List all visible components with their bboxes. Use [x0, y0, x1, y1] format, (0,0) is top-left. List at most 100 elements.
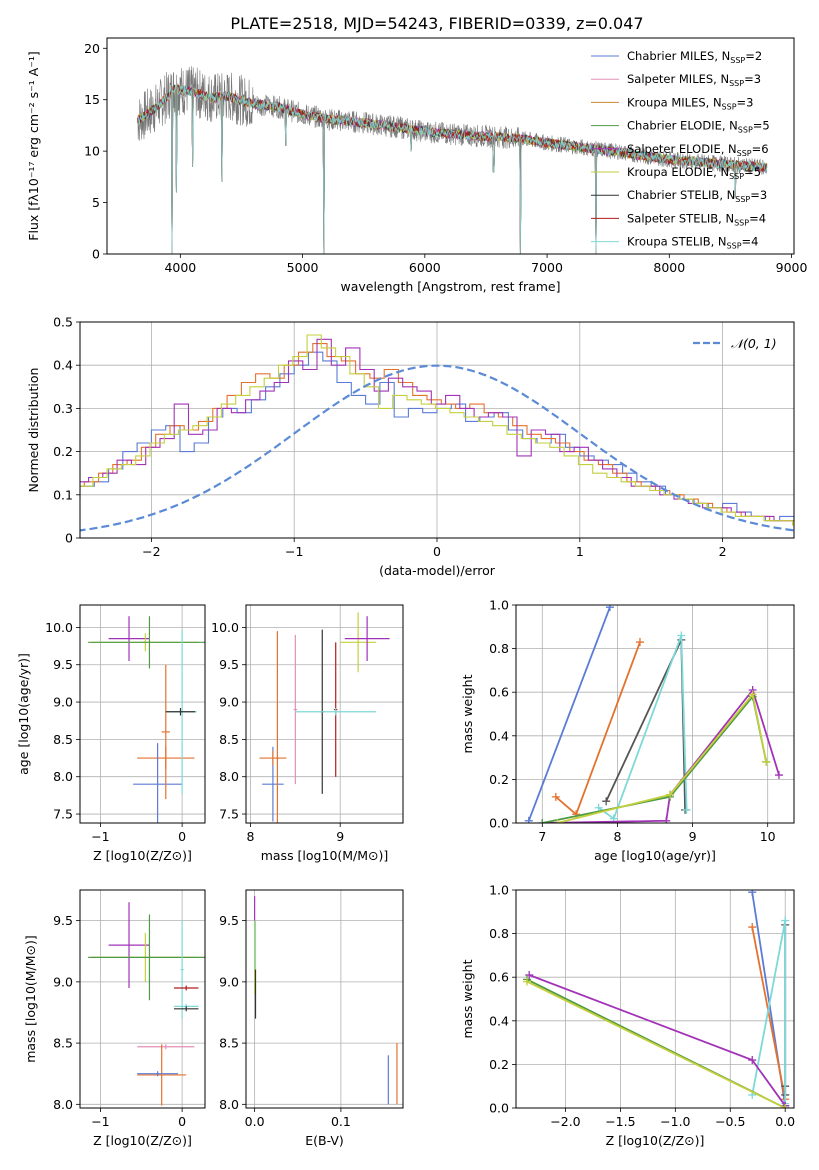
x-tick-label: 0.1	[331, 1114, 351, 1129]
y-tick-label: 1.0	[489, 883, 509, 898]
x-tick-label: 4000	[164, 260, 196, 275]
x-axis-label: Z [log10(Z/Z⊙)]	[606, 1133, 705, 1148]
legend-label: Kroupa STELIB, NSSP=4	[627, 235, 758, 251]
panel-mass-vs-Z: −1 0 8.0 8.5 9.0 9.5 Z [log10(Z/Z⊙)] mass [log1…	[23, 889, 206, 1148]
weight-point-marker	[635, 638, 644, 647]
panel-age-vs-mass: 8 9 7.5 8.0 8.5 9.0 9.5 10.0 mass [log10(M/M⊙)]	[211, 604, 404, 863]
axes-frame	[515, 889, 795, 1109]
y-tick-label: 9.5	[53, 657, 73, 672]
y-tick-label: 0.4	[489, 1013, 509, 1028]
weight-point-marker	[553, 819, 562, 823]
y-tick-label: 8.5	[53, 1036, 73, 1051]
x-tick-label: 8	[247, 829, 255, 844]
x-tick-label: −1	[91, 829, 109, 844]
weight-point-marker	[594, 803, 603, 812]
x-tick-label: 9	[336, 829, 344, 844]
y-tick-label: 8.5	[219, 1036, 239, 1051]
y-tick-label: 9.0	[53, 695, 73, 710]
weight-point-marker	[605, 605, 614, 612]
x-axis-label: (data-model)/error	[379, 563, 496, 578]
panel-massweight-vs-Z: −2.0 −1.5 −1.0 −0.5 0.0 0.0 0.2 0.4 0.6 0.8 1.0 Z […	[460, 883, 795, 1149]
y-tick-label: 1.0	[489, 598, 509, 613]
weight-series-0	[527, 606, 611, 822]
y-tick-label: 0.2	[489, 772, 509, 787]
plot-area	[259, 612, 390, 823]
y-axis-label: mass weight	[460, 674, 475, 753]
y-tick-label: 0.4	[489, 728, 509, 743]
axes-frame	[79, 889, 206, 1109]
x-tick-label: 8	[613, 829, 621, 844]
x-tick-label: −1.0	[660, 1114, 690, 1129]
x-tick-label: 0	[178, 829, 186, 844]
weight-series-4	[542, 688, 780, 823]
errorbar-point	[180, 920, 184, 1019]
x-axis-label: Z [log10(Z/Z⊙)]	[93, 848, 192, 863]
legend-label: Chabrier STELIB, NSSP=3	[627, 188, 767, 204]
x-tick-label: 7000	[531, 260, 563, 275]
weight-point-marker	[602, 797, 611, 806]
weight-point-marker	[662, 816, 671, 823]
plot-area	[88, 616, 205, 823]
x-axis-label: E(B-V)	[305, 1133, 344, 1148]
legend-label: Chabrier MILES, NSSP=2	[627, 49, 762, 65]
weight-series-2	[605, 639, 686, 810]
weight-point-marker	[677, 631, 686, 640]
weight-point-marker	[748, 690, 757, 699]
legend-label: Salpeter MILES, NSSP=3	[627, 72, 761, 88]
weight-series-6	[557, 692, 768, 823]
y-tick-label: 9.0	[219, 974, 239, 989]
errorbar-point	[165, 708, 196, 716]
y-axis-label: age [log10(age/yr)]	[16, 653, 31, 775]
x-axis-label: Z [log10(Z/Z⊙)]	[93, 1133, 192, 1148]
y-tick-label: 0.0	[489, 816, 509, 831]
y-tick-label: 9.5	[53, 913, 73, 928]
x-tick-label: 0	[433, 544, 441, 559]
y-tick-label: 0.1	[53, 487, 73, 502]
y-tick-label: 0	[65, 531, 73, 546]
panel-spectrum: 4000 5000 6000 7000 8000 9000 0 5 10 15 20 waveleng…	[26, 37, 808, 294]
x-tick-label: 9	[689, 829, 697, 844]
plot-area	[522, 890, 790, 1108]
y-tick-label: 10	[84, 144, 100, 159]
y-tick-label: 8.0	[53, 1097, 73, 1112]
x-tick-label: −1.5	[605, 1114, 635, 1129]
y-tick-label: 9.0	[219, 695, 239, 710]
axes-frame	[106, 37, 795, 255]
y-axis-label: mass weight	[460, 959, 475, 1038]
y-tick-label: 0.6	[489, 685, 509, 700]
weight-series-4	[528, 974, 786, 1107]
axes-frame	[79, 604, 206, 824]
weight-series-3	[598, 635, 688, 821]
errorbar-point	[293, 634, 298, 785]
y-tick-label: 8.5	[219, 732, 239, 747]
gaussian-curve	[80, 364, 794, 532]
y-tick-label: 7.5	[53, 807, 73, 822]
x-tick-label: −2	[142, 544, 160, 559]
legend-label: Chabrier ELODIE, NSSP=5	[627, 119, 770, 135]
y-tick-label: 10.0	[45, 620, 73, 635]
weight-point-marker	[666, 790, 675, 799]
axes-frame	[245, 604, 404, 824]
plot-area	[80, 334, 794, 532]
y-tick-label: 7.5	[219, 807, 239, 822]
errorbar-point	[88, 616, 205, 669]
errorbar-point	[137, 1044, 187, 1106]
x-tick-label: 8000	[653, 260, 685, 275]
figure-title: PLATE=2518, MJD=54243, FIBERID=0339, z=0…	[230, 14, 643, 33]
legend-label: 𝒩(0, 1)	[731, 336, 777, 351]
weight-point-marker	[774, 771, 783, 780]
axes-frame	[515, 604, 795, 824]
errorbar-point	[137, 1071, 179, 1077]
weight-point-marker	[748, 923, 757, 932]
axes-frame	[245, 889, 404, 1109]
legend-label: Salpeter ELODIE, NSSP=6	[627, 142, 769, 158]
errorbar-point	[340, 612, 377, 673]
y-tick-label: 15	[84, 92, 100, 107]
y-tick-label: 8.5	[53, 732, 73, 747]
errorbar-point	[88, 914, 205, 1001]
panel-mass-vs-EBV: 0.0 0.1 8.0 8.5 9.0 9.5 E(B-V)	[219, 889, 404, 1148]
errorbar-point	[133, 743, 183, 823]
weight-point-marker	[538, 819, 547, 823]
y-tick-label: 0.0	[489, 1101, 509, 1116]
